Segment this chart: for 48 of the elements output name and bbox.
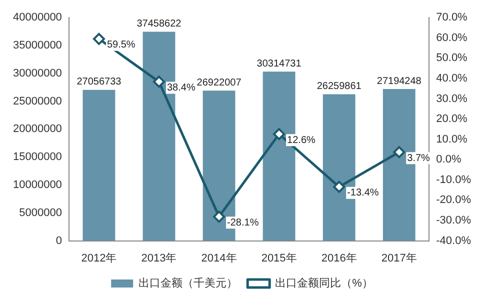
data-label: -28.1% [227,217,259,228]
x-tick-label: 2015年 [261,252,297,264]
data-label: 37458622 [136,18,182,30]
data-label: 38.4% [166,82,196,94]
data-label: 26259861 [316,81,362,92]
x-tick-label: 2013年 [141,252,177,264]
y2-tick-label: 10.0% [436,133,468,146]
data-label: 27194248 [376,76,422,87]
data-label: -13.4% [347,188,379,199]
y2-tick-label: -20.0% [436,194,472,206]
y2-tick-label: -40.0% [436,234,472,247]
y-tick-label: 5000000 [19,206,62,219]
legend-label: 出口金额同比（%） [275,276,373,290]
data-label: 12.6% [287,134,316,146]
data-label: 59.5% [106,40,136,51]
y2-tick-label: 50.0% [436,52,468,64]
point [273,128,286,140]
point [333,180,346,193]
x-tick-label: 2017年 [381,252,417,264]
x-tick-label: 2012年 [81,252,117,264]
y2-tick-label: -30.0% [436,214,472,227]
x-tick-label: 2014年 [201,252,237,264]
data-label: 3.7% [407,152,430,164]
point [152,76,165,88]
bar [82,90,116,241]
y-tick-label: 40000000 [12,12,62,24]
point [92,32,105,45]
y-tick-label: 30000000 [12,67,62,80]
y-tick-label: 35000000 [12,40,62,52]
y2-tick-label: 0.0% [436,154,462,166]
y2-tick-label: 20.0% [436,113,468,126]
y-tick-label: 0 [56,234,62,247]
y-tick-label: 10000000 [12,179,62,192]
y2-tick-label: 30.0% [436,92,468,105]
legend-label: 出口金额（千美元） [138,276,238,290]
data-label: 27056733 [76,76,122,88]
x-tick-label: 2016年 [321,252,357,264]
data-label: 26922007 [196,77,242,88]
point [213,210,226,223]
y2-tick-label: 40.0% [436,72,468,85]
y2-tick-label: 60.0% [436,32,468,44]
data-label: 30314731 [256,58,302,70]
y2-tick-label: -10.0% [436,174,472,186]
y-tick-label: 25000000 [12,95,62,108]
y-tick-label: 20000000 [12,123,62,136]
y2-tick-label: 70.0% [436,12,468,24]
y-tick-label: 15000000 [12,151,62,164]
point [393,146,406,158]
